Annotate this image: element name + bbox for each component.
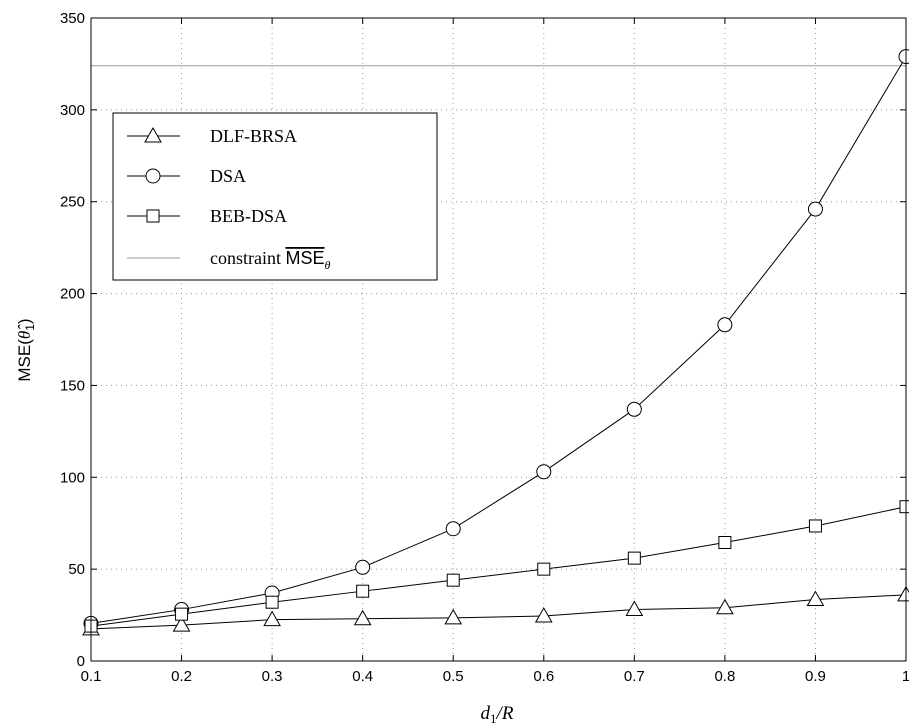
- y-axis-label: MSE(θ̂1): [15, 318, 37, 381]
- data-point: [899, 500, 909, 514]
- data-point: [627, 551, 641, 565]
- legend-marker: [144, 126, 162, 143]
- data-point: [534, 606, 553, 623]
- x-tick-label: 0.5: [443, 668, 464, 685]
- series-beb-dsa: [84, 500, 909, 633]
- data-point: [625, 600, 644, 617]
- series-line: [90, 506, 907, 627]
- x-tick-label: 0.7: [624, 668, 645, 685]
- series-line: [90, 594, 907, 630]
- data-point: [537, 562, 551, 576]
- data-point: [175, 607, 189, 621]
- data-point: [356, 584, 370, 598]
- legend-item: BEB-DSA: [127, 206, 287, 226]
- data-point: [263, 610, 281, 627]
- tick-layer: 0.1 0.2 0.3 0.4 0.5 0.6 0.7 0.8 0.9 1 0 50 100 150 200…: [60, 10, 909, 685]
- data-point: [808, 519, 822, 533]
- x-axis-label: d1/R: [481, 703, 514, 726]
- data-point: [626, 401, 642, 417]
- legend-item: DLF-BRSA: [127, 126, 297, 146]
- x-tick-label: 1: [902, 668, 909, 685]
- data-point: [807, 201, 823, 217]
- x-tick-label: 0.4: [352, 668, 373, 685]
- series-dlf-brsa: [82, 585, 909, 636]
- series-layer: [82, 49, 909, 636]
- y-tick-label: 350: [60, 10, 85, 27]
- y-tick-label: 250: [60, 194, 85, 211]
- legend-box: [112, 112, 438, 281]
- series-line: [90, 56, 907, 624]
- data-point: [353, 609, 372, 626]
- data-point: [355, 559, 371, 575]
- y-tick-label: 0: [77, 653, 85, 670]
- legend-label: BEB-DSA: [210, 206, 287, 226]
- legend-marker: [145, 168, 161, 184]
- x-tick-label: 0.6: [533, 668, 554, 685]
- data-point: [444, 608, 463, 625]
- x-tick-label: 0.8: [714, 668, 735, 685]
- data-point: [898, 49, 909, 65]
- data-point: [445, 521, 461, 537]
- x-tick-label: 0.3: [262, 668, 283, 685]
- y-tick-label: 200: [60, 286, 85, 303]
- plot-frame: [90, 17, 907, 662]
- y-tick-label: 100: [60, 469, 85, 486]
- legend-item: DSA: [127, 166, 246, 186]
- data-point: [446, 573, 460, 587]
- data-point: [897, 585, 909, 602]
- data-point: [265, 595, 279, 609]
- data-point: [718, 536, 732, 550]
- legend-label: DLF-BRSA: [210, 126, 297, 146]
- data-point: [172, 616, 191, 632]
- x-tick-label: 0.2: [171, 668, 192, 685]
- x-tick-label: 0.1: [81, 668, 102, 685]
- data-point: [806, 590, 825, 606]
- legend-marker: [146, 209, 160, 223]
- y-tick-label: 50: [68, 561, 85, 578]
- x-tick-label: 0.9: [805, 668, 826, 685]
- legend-label: DSA: [210, 166, 246, 186]
- data-point: [716, 598, 734, 615]
- data-point: [717, 317, 733, 333]
- y-tick-label: 300: [60, 102, 85, 119]
- data-point: [536, 464, 552, 480]
- y-tick-label: 150: [60, 377, 85, 394]
